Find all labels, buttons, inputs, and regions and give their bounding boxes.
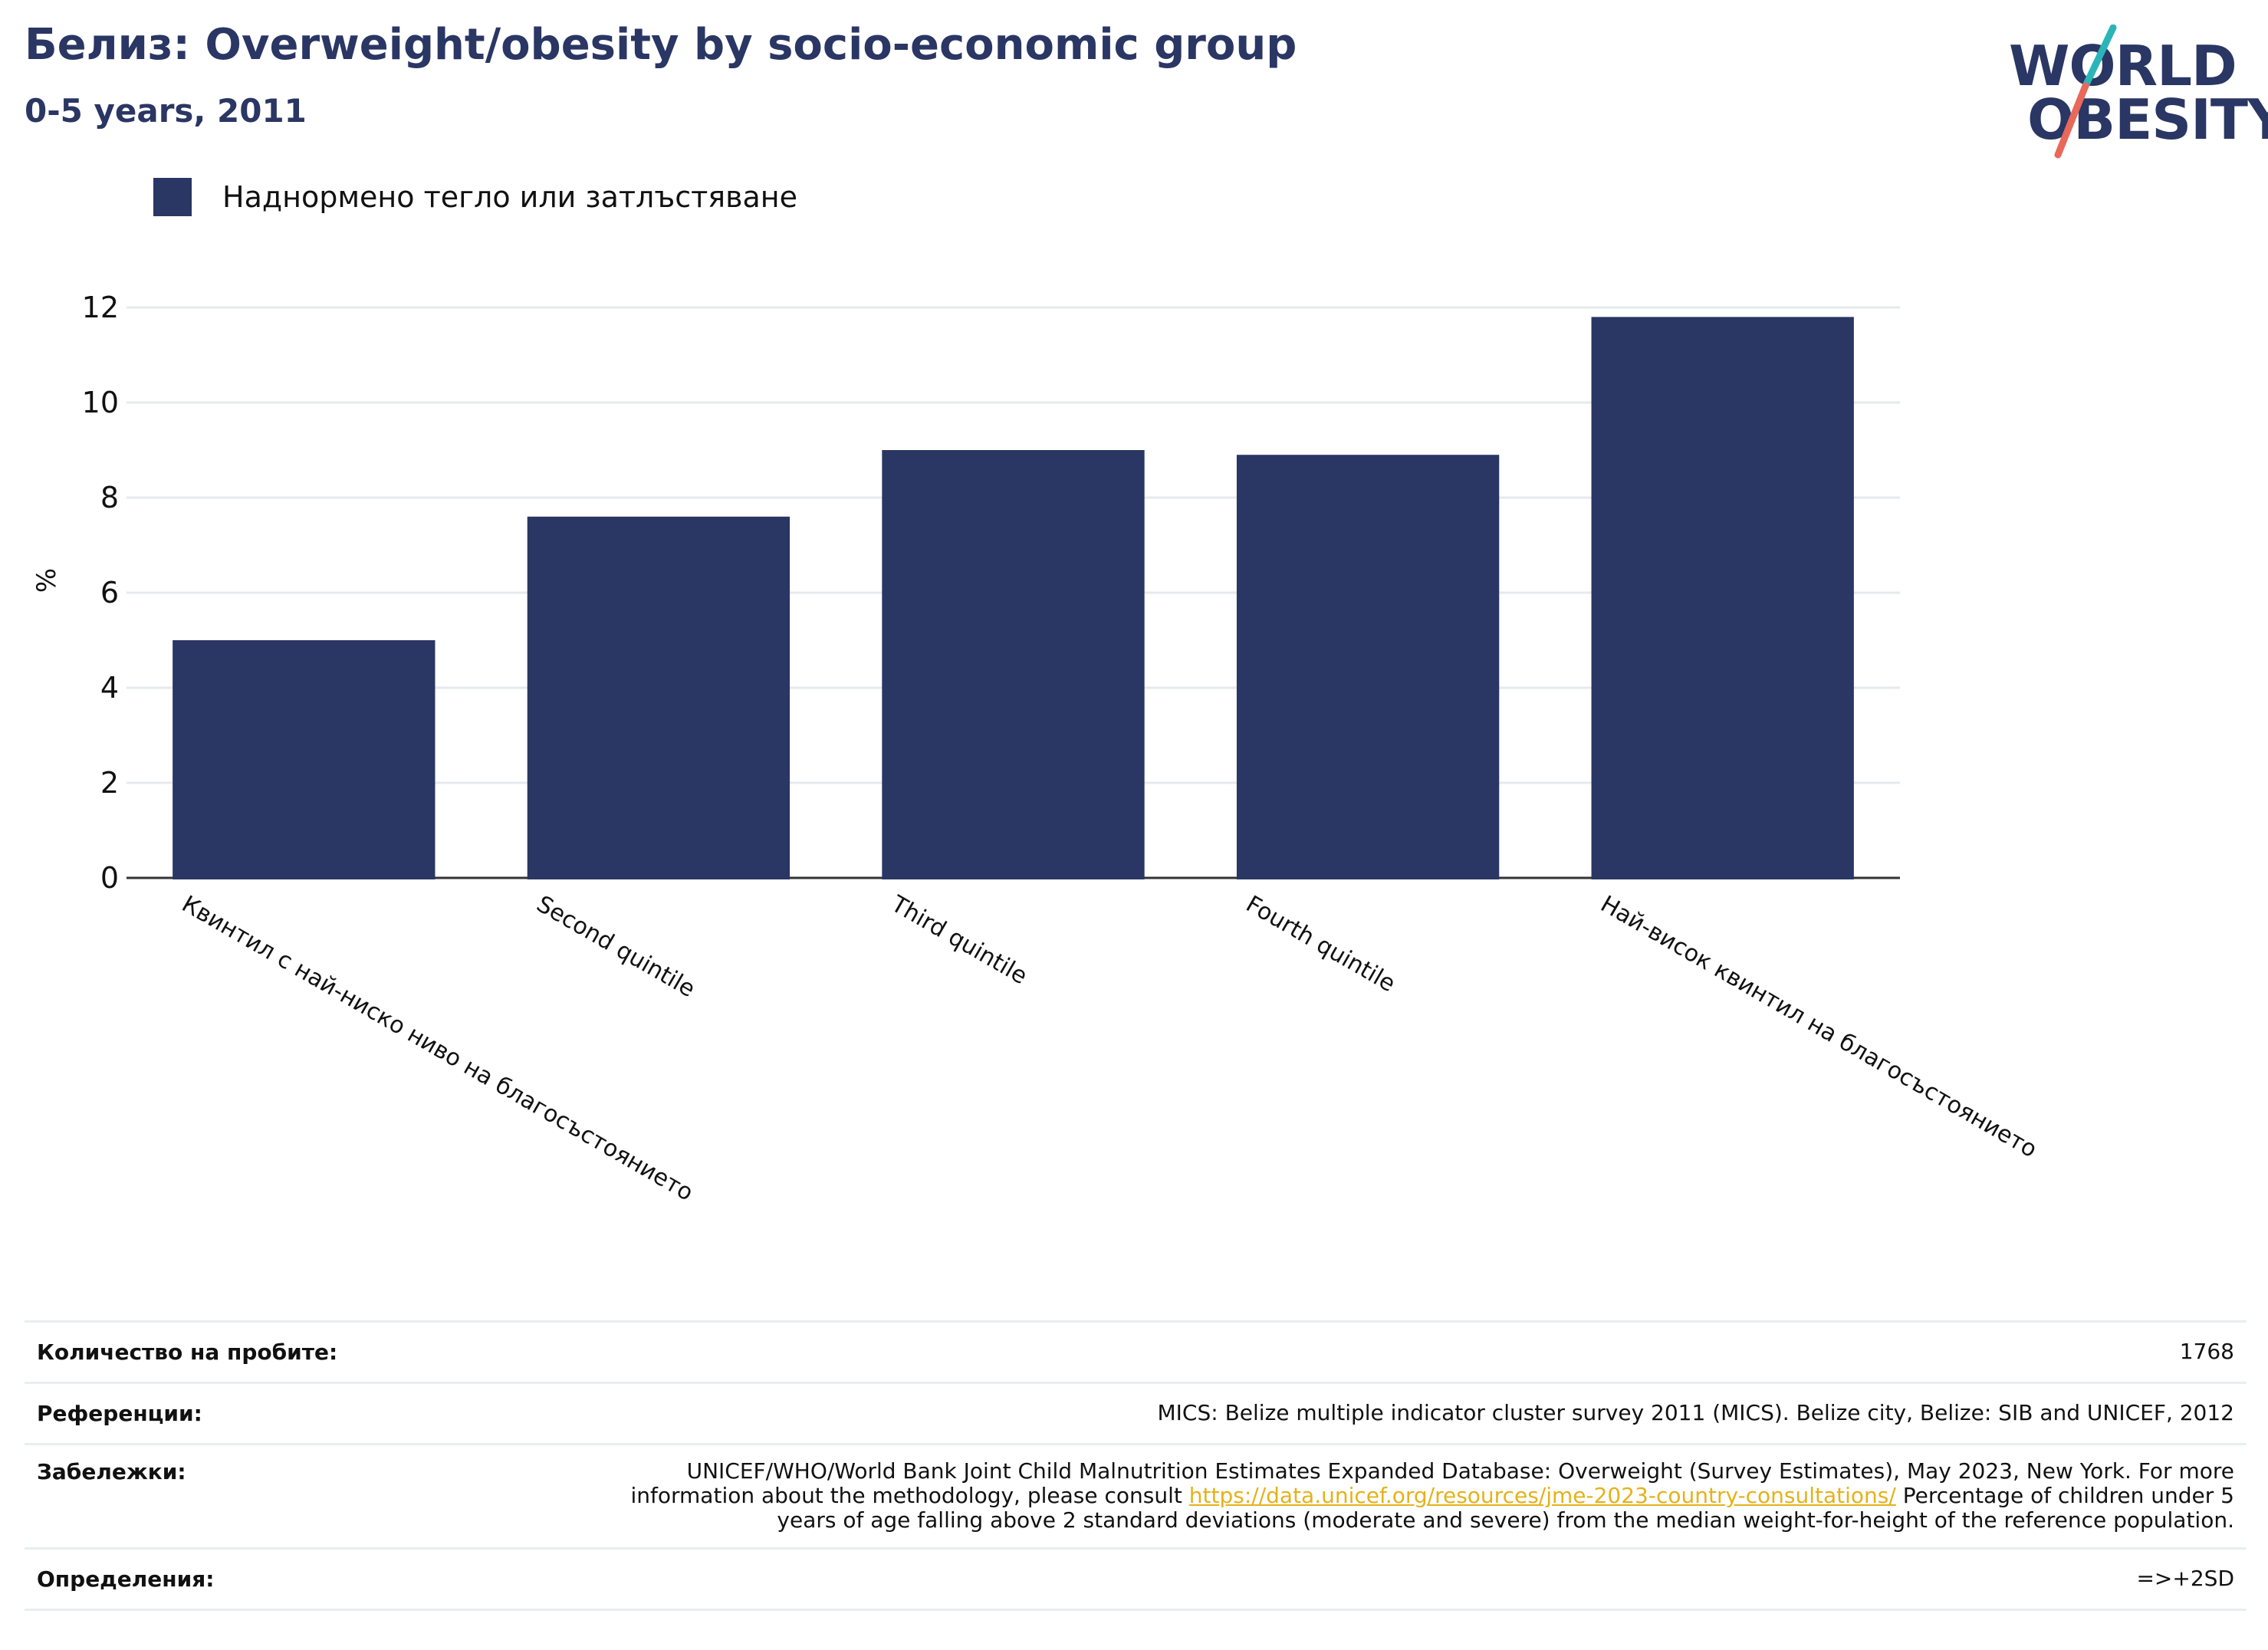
references-value: MICS: Belize multiple indicator cluster … bbox=[1157, 1400, 2234, 1425]
chart-subtitle: 0-5 years, 2011 bbox=[25, 92, 307, 130]
logo-text-world: WORLD bbox=[2009, 34, 2237, 98]
chart-title: Белиз: Overweight/obesity by socio-econo… bbox=[25, 20, 1297, 70]
y-axis-label: % bbox=[31, 568, 62, 593]
x-tick-label: Fourth quintile bbox=[1241, 891, 1400, 998]
bar bbox=[1236, 455, 1500, 879]
definitions-label: Определения: bbox=[37, 1566, 215, 1592]
y-tick-label: 12 bbox=[82, 291, 119, 324]
meta-row-references: Референции: MICS: Belize multiple indica… bbox=[25, 1382, 2247, 1443]
legend-swatch bbox=[153, 178, 192, 216]
notes-text-after: Percentage of children under 5 years of … bbox=[777, 1483, 2234, 1533]
y-tick-label: 4 bbox=[100, 671, 119, 705]
bar bbox=[1591, 317, 1854, 879]
meta-row-definitions: Определения: =>+2SD bbox=[25, 1546, 2247, 1611]
y-tick-label: 8 bbox=[100, 481, 119, 514]
legend-label: Наднормено тегло или затлъстяване bbox=[222, 180, 797, 214]
y-tick-label: 10 bbox=[82, 386, 119, 419]
notes-label: Забележки: bbox=[37, 1459, 186, 1484]
bar bbox=[527, 516, 791, 879]
notes-text-before: UNICEF/WHO/World Bank Joint Child Malnut… bbox=[630, 1458, 2235, 1509]
metadata-table: Количество на пробите: 1768 Референции: … bbox=[25, 1320, 2247, 1611]
y-tick-label: 2 bbox=[100, 766, 119, 800]
bar bbox=[882, 450, 1145, 879]
bar bbox=[173, 640, 436, 879]
y-tick-label: 6 bbox=[100, 576, 119, 610]
logo-slash-icon bbox=[2054, 25, 2117, 159]
references-label: Референции: bbox=[37, 1401, 202, 1426]
sample-size-value: 1768 bbox=[2179, 1339, 2234, 1364]
x-tick-label: Най-висок квинтил на благосъстоянието bbox=[1596, 891, 2042, 1164]
meta-row-sample: Количество на пробите: 1768 bbox=[25, 1320, 2247, 1382]
notes-value: UNICEF/WHO/World Bank Joint Child Malnut… bbox=[624, 1458, 2235, 1533]
x-tick-label: Third quintile bbox=[886, 890, 1031, 990]
meta-row-notes: Забележки: UNICEF/WHO/World Bank Joint C… bbox=[25, 1443, 2247, 1547]
chart-legend: Наднормено тегло или затлъстяване bbox=[153, 178, 797, 216]
world-obesity-logo: WORLD OBESITY bbox=[1994, 21, 2268, 159]
y-tick-label: 0 bbox=[100, 861, 119, 895]
sample-size-label: Количество на пробите: bbox=[37, 1339, 338, 1365]
x-tick-label: Second quintile bbox=[532, 891, 700, 1003]
definitions-value: =>+2SD bbox=[2136, 1565, 2234, 1591]
notes-link[interactable]: https://data.unicef.org/resources/jme-20… bbox=[1188, 1483, 1896, 1509]
